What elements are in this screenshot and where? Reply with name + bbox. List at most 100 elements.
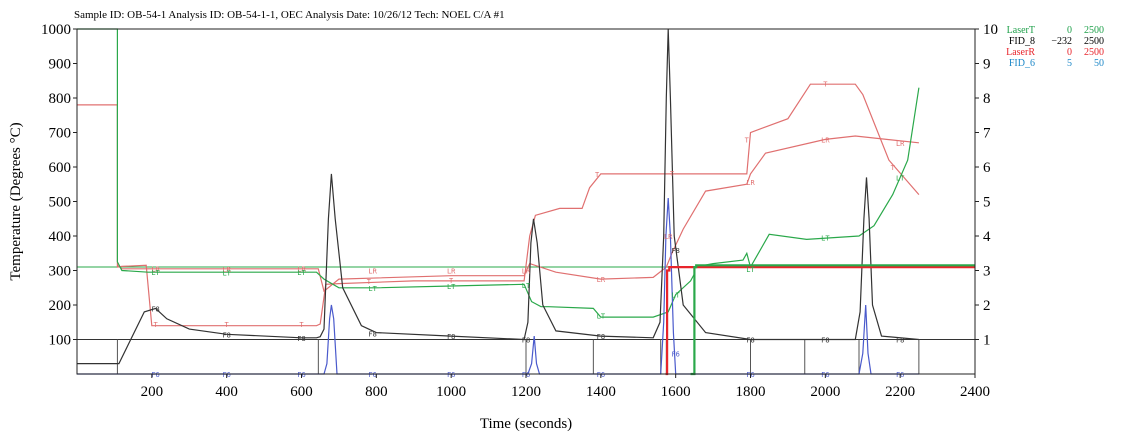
series-line-f6 bbox=[77, 197, 919, 375]
x-tick-label-10: 2200 bbox=[885, 384, 915, 400]
point-label-t-3: T bbox=[367, 278, 372, 286]
legend-min-lasert: 0 bbox=[1067, 25, 1072, 36]
point-label-lt-9: LT bbox=[821, 235, 830, 243]
point-label-lr-4: LR bbox=[447, 268, 456, 276]
y2-tick-label-2: 3 bbox=[983, 264, 991, 280]
x-tick-label-2: 600 bbox=[290, 384, 313, 400]
y2-tick-label-5: 6 bbox=[983, 160, 991, 176]
point-label-lr-9: LR bbox=[821, 136, 830, 144]
point-label-t-0: T bbox=[153, 321, 158, 329]
point-label-lr-6: LR bbox=[597, 276, 606, 284]
point-label-lt-8: LT bbox=[746, 266, 755, 274]
x-tick-label-9: 2000 bbox=[810, 384, 840, 400]
point-label-f6-3: F6 bbox=[368, 371, 376, 379]
series-line-f8 bbox=[77, 28, 919, 365]
point-label-f8-8: F8 bbox=[746, 337, 754, 345]
x-tick-label-3: 800 bbox=[365, 384, 388, 400]
x-tick-label-4: 1000 bbox=[436, 384, 466, 400]
x-tick-label-6: 1400 bbox=[586, 384, 616, 400]
y2-tick-label-1: 2 bbox=[983, 298, 991, 314]
y2-tick-label-4: 5 bbox=[983, 195, 991, 211]
point-label-lr-8: LR bbox=[746, 179, 755, 187]
point-label-f8-7: F8 bbox=[671, 247, 679, 255]
series-line-laserr bbox=[665, 266, 975, 376]
x-tick-label-8: 1800 bbox=[736, 384, 766, 400]
point-label-t-6: T bbox=[670, 170, 675, 178]
legend-name-fid-8: FID_8 bbox=[1009, 36, 1035, 47]
series-lines bbox=[77, 28, 975, 376]
y-axis-right: 1 2 3 4 5 6 7 8 9 10 bbox=[975, 22, 998, 349]
legend-max-fid-6: 50 bbox=[1094, 58, 1104, 69]
legend-max-laserr: 2500 bbox=[1084, 47, 1104, 58]
y-tick-label-0: 100 bbox=[49, 333, 72, 349]
legend: LaserT 0 2500 FID_8 −232 2500 LaserR 0 2500 FID_6… bbox=[1006, 25, 1104, 69]
y-tick-label-8: 900 bbox=[49, 57, 72, 73]
point-label-lt-5: LT bbox=[522, 282, 531, 290]
point-label-lt-2: LT bbox=[297, 269, 306, 277]
point-label-t-5: T bbox=[595, 171, 600, 179]
y-tick-label-2: 300 bbox=[49, 264, 72, 280]
y2-tick-label-9: 10 bbox=[983, 22, 998, 38]
point-label-t-4: T bbox=[449, 277, 454, 285]
x-axis-label: Time (seconds) bbox=[480, 416, 572, 432]
point-label-t-2: T bbox=[299, 321, 304, 329]
y2-tick-label-6: 7 bbox=[983, 126, 991, 142]
x-tick-label-1: 400 bbox=[215, 384, 238, 400]
point-label-lt-6: LT bbox=[597, 312, 606, 320]
legend-max-lasert: 2500 bbox=[1084, 25, 1104, 36]
y2-tick-label-3: 4 bbox=[983, 229, 991, 245]
y-tick-label-6: 700 bbox=[49, 126, 72, 142]
point-label-lt-0: LT bbox=[151, 269, 160, 277]
legend-name-lasert: LaserT bbox=[1007, 25, 1035, 36]
y-tick-label-4: 500 bbox=[49, 195, 72, 211]
series-line-t bbox=[77, 83, 920, 327]
point-label-t-8: T bbox=[823, 81, 828, 89]
point-label-lt-10: LT bbox=[896, 174, 905, 182]
y2-tick-label-8: 9 bbox=[983, 57, 991, 73]
point-label-f8-4: F8 bbox=[447, 333, 455, 341]
series-line-lt bbox=[77, 28, 920, 318]
x-tick-label-0: 200 bbox=[141, 384, 164, 400]
point-label-f8-10: F8 bbox=[896, 337, 904, 345]
point-label-lt-7: LT bbox=[671, 292, 680, 300]
y-tick-label-7: 800 bbox=[49, 91, 72, 107]
point-label-f8-3: F8 bbox=[368, 330, 376, 338]
y-tick-label-1: 200 bbox=[49, 298, 72, 314]
point-label-f6-0: F6 bbox=[151, 371, 159, 379]
point-label-f8-9: F8 bbox=[821, 337, 829, 345]
point-label-f8-6: F8 bbox=[597, 333, 605, 341]
point-label-lr-10: LR bbox=[896, 140, 905, 148]
x-tick-label-11: 2400 bbox=[960, 384, 990, 400]
x-tick-label-5: 1200 bbox=[511, 384, 541, 400]
point-label-t-1: T bbox=[225, 321, 230, 329]
y2-tick-label-0: 1 bbox=[983, 333, 991, 349]
legend-name-laserr: LaserR bbox=[1006, 47, 1035, 58]
point-label-lr-2: LR bbox=[297, 265, 306, 273]
point-label-lr-7: LR bbox=[664, 233, 673, 241]
y-tick-label-5: 600 bbox=[49, 160, 72, 176]
point-label-lt-4: LT bbox=[447, 283, 456, 291]
point-label-f8-5: F8 bbox=[522, 337, 530, 345]
series-line-lr bbox=[117, 135, 919, 293]
series-line-lasert bbox=[690, 264, 975, 376]
point-label-f8-0: F8 bbox=[151, 305, 159, 313]
y-axis-left: 100 200 300 400 500 600 700 800 900 1000 bbox=[41, 22, 77, 349]
y-axis-label: Temperature (Degrees °C) bbox=[8, 122, 24, 280]
point-label-f8-2: F8 bbox=[297, 335, 305, 343]
legend-min-fid-8: −232 bbox=[1051, 36, 1072, 47]
x-tick-label-7: 1600 bbox=[661, 384, 691, 400]
y-tick-label-3: 400 bbox=[49, 229, 72, 245]
legend-name-fid-6: FID_6 bbox=[1009, 58, 1035, 69]
point-label-lr-5: LR bbox=[522, 268, 531, 276]
point-label-lr-3: LR bbox=[368, 268, 377, 276]
legend-min-fid-6: 5 bbox=[1067, 58, 1072, 69]
chart-header: Sample ID: OB-54-1 Analysis ID: OB-54-1-… bbox=[74, 9, 505, 21]
point-label-lr-0: LR bbox=[151, 265, 160, 273]
point-label-f6-7: F6 bbox=[671, 350, 679, 358]
y-tick-label-9: 1000 bbox=[41, 22, 71, 38]
point-label-lt-1: LT bbox=[222, 270, 231, 278]
x-axis: 200 400 600 800 1000 1200 1400 1600 1800 2000 2200… bbox=[141, 374, 990, 400]
